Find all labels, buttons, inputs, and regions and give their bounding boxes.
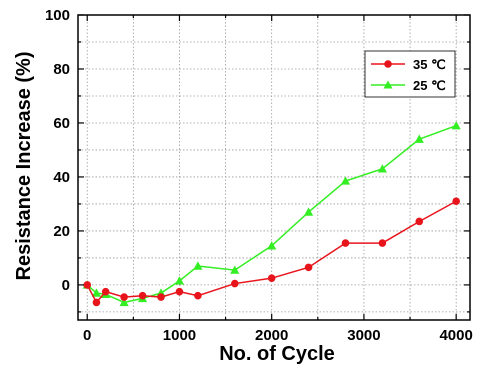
data-point-25 [193,261,203,270]
plot-frame [77,14,471,321]
y-axis-title: Resistance Increase (%) [13,51,35,280]
data-point-35 [120,293,128,301]
data-point-35 [378,239,387,247]
tick-labels: 0 1000 2000 3000 4000 0 20 40 60 80 100 [45,7,473,344]
data-point-25 [303,207,314,216]
data-point-35 [175,287,184,296]
y-tick-label: 0 [62,277,70,294]
data-point-25 [377,164,387,173]
data-point-35 [157,293,165,301]
grid [78,14,470,320]
legend-label-25c: 25 ℃ [413,78,446,93]
data-point-25 [119,297,129,307]
x-tick-label: 0 [83,327,91,344]
data-point-25 [91,288,102,297]
legend-marker-25c [383,80,393,89]
series-layer [82,121,461,307]
legend: 35 ℃ 25 ℃ [364,50,456,98]
data-point-25 [451,121,461,130]
data-point-25 [414,134,424,143]
data-point-35 [452,197,460,206]
x-tick-label: 3000 [347,327,380,344]
legend-box [364,50,456,98]
data-point-25 [230,265,240,274]
data-point-35 [101,287,110,296]
data-point-35 [194,291,202,300]
data-point-35 [267,274,276,282]
y-tick-label: 40 [53,169,70,186]
data-point-35 [138,291,147,300]
x-axis-title: No. of Cycle [219,343,335,365]
y-tick-label: 60 [53,115,70,132]
data-point-35 [341,239,350,247]
legend-marker-35c [384,60,392,68]
data-point-35 [231,279,239,288]
y-tick-label: 80 [53,61,70,78]
data-point-35 [304,263,313,272]
data-point-25 [267,241,277,250]
y-tick-label: 20 [53,223,70,240]
data-point-35 [415,217,424,226]
data-point-25 [340,176,351,185]
data-point-35 [92,298,101,307]
x-tick-label: 2000 [255,327,288,344]
data-point-35 [83,281,92,289]
legend-label-35c: 35 ℃ [413,57,446,72]
data-point-25 [174,276,185,285]
y-tick-label: 100 [45,7,70,24]
x-tick-label: 4000 [439,327,472,344]
ticks [78,14,470,320]
x-tick-label: 1000 [163,327,196,344]
